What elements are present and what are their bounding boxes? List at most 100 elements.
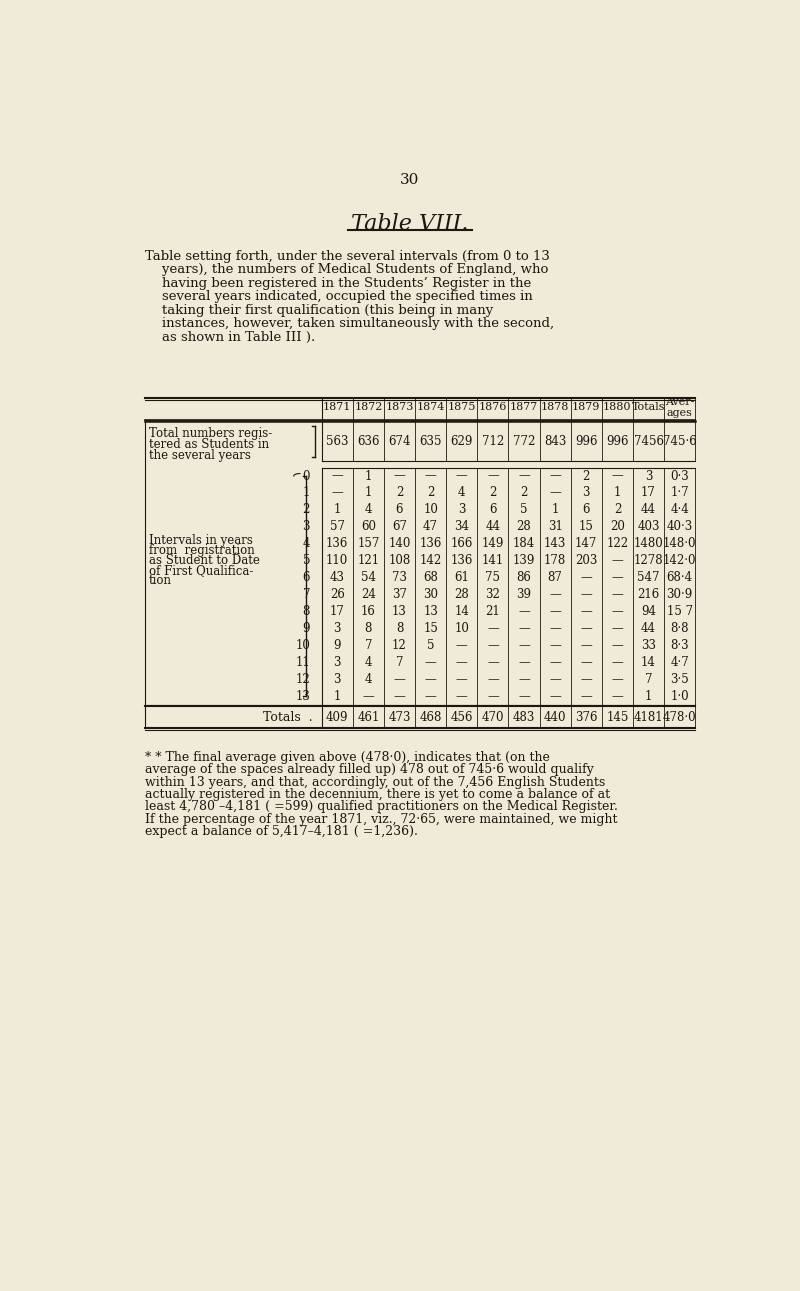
Text: 15 7: 15 7	[666, 605, 693, 618]
Text: 9: 9	[334, 639, 341, 652]
Text: 6: 6	[302, 571, 310, 584]
Text: 3·5: 3·5	[670, 673, 689, 686]
Text: from  registration: from registration	[149, 545, 254, 558]
Text: —: —	[518, 689, 530, 702]
Text: —: —	[611, 605, 623, 618]
Text: 139: 139	[513, 554, 535, 567]
Text: 136: 136	[450, 554, 473, 567]
Text: 2: 2	[427, 487, 434, 500]
Text: 9: 9	[302, 622, 310, 635]
Text: —: —	[487, 689, 498, 702]
Text: 10: 10	[295, 639, 310, 652]
Text: 7: 7	[396, 656, 403, 669]
Text: —: —	[487, 656, 498, 669]
Text: 1: 1	[551, 503, 559, 516]
Text: 17: 17	[641, 487, 656, 500]
Text: —: —	[550, 639, 561, 652]
Text: 8: 8	[365, 622, 372, 635]
Text: 1872: 1872	[354, 403, 382, 413]
Text: 14: 14	[454, 605, 469, 618]
Text: —: —	[487, 673, 498, 686]
Text: —: —	[550, 487, 561, 500]
Text: 745·6: 745·6	[662, 435, 697, 448]
Text: —: —	[456, 470, 468, 483]
Text: —: —	[456, 673, 468, 686]
Text: 7: 7	[645, 673, 652, 686]
Text: 1: 1	[334, 503, 341, 516]
Text: 0·3: 0·3	[670, 470, 689, 483]
Text: 1875: 1875	[447, 403, 476, 413]
Text: 473: 473	[388, 710, 410, 723]
Text: 143: 143	[544, 537, 566, 550]
Text: 108: 108	[388, 554, 410, 567]
Text: 563: 563	[326, 435, 349, 448]
Text: 10: 10	[454, 622, 469, 635]
Text: tion: tion	[149, 574, 172, 587]
Text: 57: 57	[330, 520, 345, 533]
Text: 461: 461	[357, 710, 379, 723]
Text: 44: 44	[641, 622, 656, 635]
Text: expect a balance of 5,417–4,181 ( =1,236).: expect a balance of 5,417–4,181 ( =1,236…	[145, 825, 418, 838]
Text: 12: 12	[295, 673, 310, 686]
Text: 1874: 1874	[417, 403, 445, 413]
Text: 148·0: 148·0	[663, 537, 696, 550]
Text: —: —	[580, 673, 592, 686]
Text: —: —	[611, 470, 623, 483]
Text: Totals  .: Totals .	[262, 710, 312, 723]
Text: —: —	[611, 571, 623, 584]
Text: —: —	[611, 622, 623, 635]
Text: 1878: 1878	[541, 403, 570, 413]
Text: —: —	[580, 589, 592, 602]
Text: 3: 3	[645, 470, 652, 483]
Text: 2: 2	[396, 487, 403, 500]
Text: 3: 3	[302, 520, 310, 533]
Text: as Student to Date: as Student to Date	[149, 554, 260, 567]
Text: —: —	[518, 673, 530, 686]
Text: 1: 1	[645, 689, 652, 702]
Text: 33: 33	[641, 639, 656, 652]
Text: —: —	[331, 470, 343, 483]
Text: —: —	[611, 589, 623, 602]
Text: 996: 996	[606, 435, 629, 448]
Text: —: —	[550, 673, 561, 686]
Text: 2: 2	[302, 503, 310, 516]
Text: 32: 32	[486, 589, 500, 602]
Text: —: —	[487, 470, 498, 483]
Text: —: —	[425, 470, 437, 483]
Text: tered as Students in: tered as Students in	[149, 438, 269, 452]
Text: 483: 483	[513, 710, 535, 723]
Text: 1879: 1879	[572, 403, 601, 413]
Text: 409: 409	[326, 710, 349, 723]
Text: 4·7: 4·7	[670, 656, 689, 669]
Text: 547: 547	[638, 571, 660, 584]
Text: 30: 30	[423, 589, 438, 602]
Text: average of the spaces already filled up) 478 out of 745·6 would qualify: average of the spaces already filled up)…	[145, 763, 594, 776]
Text: —: —	[580, 639, 592, 652]
Text: —: —	[518, 605, 530, 618]
Text: —: —	[425, 673, 437, 686]
Text: —: —	[611, 673, 623, 686]
Text: —: —	[518, 622, 530, 635]
Text: 7: 7	[302, 589, 310, 602]
Text: 30: 30	[400, 173, 420, 187]
Text: 3: 3	[582, 487, 590, 500]
Text: 43: 43	[330, 571, 345, 584]
Text: 21: 21	[486, 605, 500, 618]
Text: 166: 166	[450, 537, 473, 550]
Text: —: —	[611, 639, 623, 652]
Text: least 4,780 –4,181 ( =599) qualified practitioners on the Medical Register.: least 4,780 –4,181 ( =599) qualified pra…	[145, 800, 618, 813]
Text: 121: 121	[358, 554, 379, 567]
Text: 87: 87	[548, 571, 562, 584]
Text: —: —	[362, 689, 374, 702]
Text: 8: 8	[302, 605, 310, 618]
Text: actually registered in the decennium, there is yet to come a balance of at: actually registered in the decennium, th…	[145, 788, 610, 800]
Text: 20: 20	[610, 520, 625, 533]
Text: 1: 1	[334, 689, 341, 702]
Text: 39: 39	[517, 589, 531, 602]
Text: 3: 3	[334, 622, 341, 635]
Text: 2: 2	[582, 470, 590, 483]
Text: 7456: 7456	[634, 435, 663, 448]
Text: 68·4: 68·4	[666, 571, 693, 584]
Text: 14: 14	[641, 656, 656, 669]
Text: Intervals in years: Intervals in years	[149, 534, 253, 547]
